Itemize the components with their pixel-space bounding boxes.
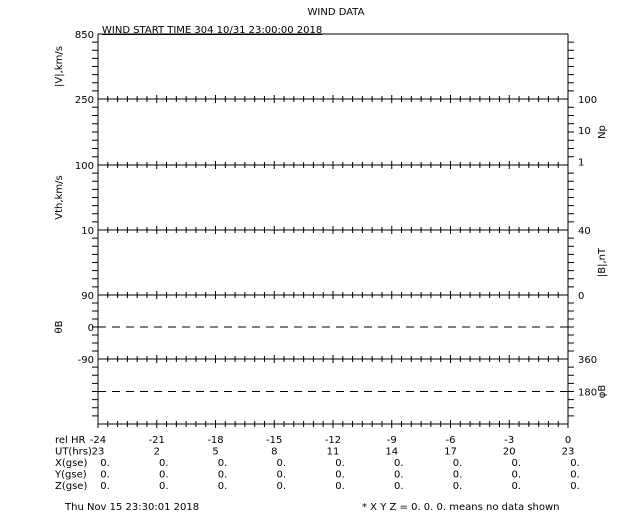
x-tick-label: 0. (570, 470, 580, 481)
x-tick-label: 0. (335, 481, 345, 492)
x-tick-label: 5 (212, 447, 218, 458)
x-tick-label: 0. (100, 470, 110, 481)
x-tick-label: 11 (327, 447, 340, 458)
y-tick-label: 180 (578, 388, 597, 399)
y-axis-label: φB (597, 385, 608, 399)
x-tick-label: -12 (325, 435, 341, 446)
x-tick-label: 23 (92, 447, 105, 458)
y-axis-label: θB (54, 320, 65, 333)
y-tick-label: -90 (78, 355, 94, 366)
x-tick-label: -24 (90, 435, 106, 446)
x-tick-label: 0. (218, 470, 228, 481)
x-tick-label: 0. (159, 458, 169, 469)
y-axis-label: |B|,nT (597, 247, 608, 277)
x-tick-label: 0. (453, 458, 463, 469)
x-tick-label: 8 (271, 447, 277, 458)
y-tick-label: 10 (578, 126, 591, 137)
x-tick-label: 0. (100, 458, 110, 469)
x-tick-label: -15 (266, 435, 282, 446)
y-tick-label: 100 (578, 95, 597, 106)
x-tick-label: 0. (276, 481, 286, 492)
x-tick-label: 0. (394, 458, 404, 469)
y-tick-label: 90 (81, 291, 94, 302)
y-tick-label: 40 (578, 226, 591, 237)
x-tick-label: 0. (159, 481, 169, 492)
y-tick-label: 360 (578, 355, 597, 366)
x-tick-label: 20 (503, 447, 516, 458)
y-tick-label: 0 (88, 323, 94, 334)
x-tick-label: 0. (394, 470, 404, 481)
y-tick-label: 850 (75, 30, 94, 41)
x-tick-label: 0. (511, 470, 521, 481)
y-tick-label: 0 (578, 291, 584, 302)
x-tick-label: 0. (335, 470, 345, 481)
x-tick-label: 0. (218, 481, 228, 492)
x-tick-label: 0. (570, 458, 580, 469)
y-tick-label: 1 (578, 158, 584, 169)
y-tick-label: 250 (75, 95, 94, 106)
x-tick-label: 0. (453, 481, 463, 492)
x-tick-label: 17 (444, 447, 457, 458)
x-tick-label: -6 (446, 435, 456, 446)
plot-title: WIND DATA (308, 7, 365, 18)
y-axis-label: |V|,km/s (54, 46, 65, 87)
x-tick-label: 0. (218, 458, 228, 469)
x-row-label: rel HR (55, 435, 86, 446)
x-tick-label: 23 (562, 447, 575, 458)
x-row-label: Z(gse) (55, 481, 87, 492)
x-tick-label: -9 (387, 435, 397, 446)
x-tick-label: 0. (511, 458, 521, 469)
x-tick-label: 0. (453, 470, 463, 481)
x-tick-label: 2 (154, 447, 160, 458)
x-tick-label: 0. (159, 470, 169, 481)
y-axis-label: Np (597, 125, 608, 139)
x-tick-label: 0. (394, 481, 404, 492)
x-tick-label: -21 (149, 435, 165, 446)
x-tick-label: 0. (511, 481, 521, 492)
x-row-label: Y(gse) (54, 470, 87, 481)
x-tick-label: 0. (570, 481, 580, 492)
footer-note: * X Y Z = 0. 0. 0. means no data shown (362, 502, 560, 512)
x-tick-label: 0. (335, 458, 345, 469)
y-tick-label: 10 (81, 226, 94, 237)
y-axis-label: Vth,km/s (54, 175, 65, 219)
x-row-label: UT(hrs) (55, 447, 92, 458)
x-tick-label: 0 (565, 435, 571, 446)
plot-subtitle: WIND START TIME 304 10/31 23:00:00 2018 (102, 25, 322, 36)
footer-timestamp: Thu Nov 15 23:30:01 2018 (64, 502, 199, 512)
x-tick-label: -18 (207, 435, 223, 446)
x-tick-label: 0. (100, 481, 110, 492)
x-tick-label: 0. (276, 470, 286, 481)
x-tick-label: 0. (276, 458, 286, 469)
x-row-label: X(gse) (55, 458, 87, 469)
x-tick-label: 14 (385, 447, 398, 458)
y-tick-label: 100 (75, 161, 94, 172)
x-tick-label: -3 (504, 435, 514, 446)
